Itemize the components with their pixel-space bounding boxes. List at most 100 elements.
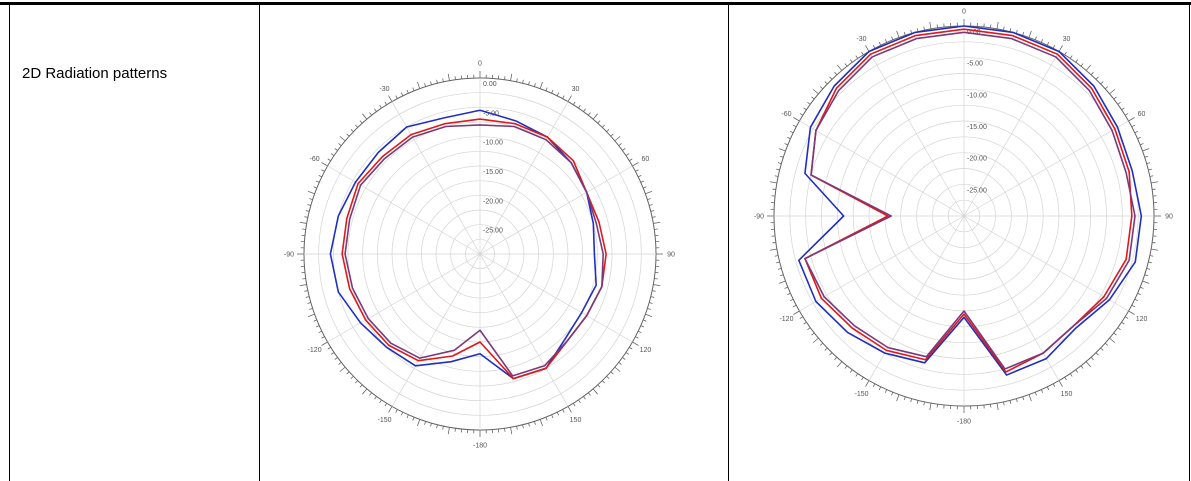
angle-tick (645, 314, 652, 316)
radial-label: -10.00 (967, 92, 987, 99)
angle-tick (1059, 381, 1063, 387)
angle-tick (1118, 102, 1121, 104)
angle-tick (638, 331, 641, 333)
angle-tick (557, 93, 559, 96)
angle-tick (374, 396, 376, 399)
angle-tick (1129, 118, 1135, 122)
angle-tick (316, 181, 319, 182)
angle-tick (635, 170, 638, 172)
angle-tick (351, 376, 354, 378)
angle-tick (1145, 156, 1148, 157)
table-divider-2 (728, 4, 729, 481)
angle-label: 150 (1061, 391, 1073, 398)
angle-tick (340, 136, 345, 140)
angle-tick (1023, 32, 1024, 35)
angle-tick (1076, 370, 1078, 373)
angle-tick (645, 191, 652, 193)
angle-tick (1114, 97, 1117, 99)
angle-tick (619, 143, 622, 145)
angle-tick (652, 291, 655, 292)
angle-tick (304, 291, 307, 292)
angle-tick (300, 285, 307, 286)
angle-tick (643, 187, 646, 188)
angle-tick (529, 81, 530, 84)
angle-tick (790, 131, 793, 133)
angle-tick (812, 333, 815, 335)
angle-tick (911, 30, 912, 33)
angle-tick (331, 352, 334, 354)
angle-tick (1110, 338, 1115, 342)
angle-tick (534, 421, 535, 424)
angle-tick (523, 425, 524, 428)
angle-tick (1070, 374, 1072, 377)
angle-tick (322, 337, 325, 339)
angle-tick (1091, 72, 1093, 75)
angle-tick (362, 114, 366, 119)
angle-tick (1140, 287, 1143, 288)
angle-tick (1096, 353, 1098, 356)
angle-tick (360, 385, 362, 388)
angle-tick (1035, 392, 1036, 395)
grid-spoke (392, 102, 480, 254)
angle-tick (314, 187, 317, 188)
angle-tick (785, 144, 788, 145)
angle-tick (651, 297, 654, 298)
angle-tick (340, 367, 345, 371)
angle-tick (588, 113, 590, 116)
angle-tick (385, 403, 387, 406)
angle-tick (924, 27, 925, 30)
angle-tick (804, 322, 807, 324)
angle-tick (793, 125, 796, 127)
angle-tick (306, 297, 309, 298)
angle-label: 0 (478, 61, 482, 68)
angle-tick (1010, 28, 1011, 31)
angle-tick (380, 105, 382, 108)
angle-tick (1148, 169, 1151, 170)
radial-label: -20.00 (967, 156, 987, 163)
angle-label: -180 (957, 419, 971, 426)
angle-tick (775, 256, 778, 257)
angle-tick (602, 125, 604, 128)
table-divider-1 (259, 4, 260, 481)
angle-tick (812, 97, 815, 99)
angle-tick (778, 163, 781, 164)
angle-tick (335, 357, 338, 359)
angle-label: 60 (1138, 111, 1146, 118)
angle-tick (837, 362, 841, 367)
angle-tick (807, 102, 810, 104)
angle-tick (800, 113, 803, 115)
angle-tick (369, 393, 371, 396)
angle-tick (300, 222, 307, 223)
angle-tick (401, 412, 403, 415)
angle-tick (820, 87, 823, 89)
angle-tick (776, 262, 779, 263)
angle-tick (1065, 52, 1067, 55)
angle-tick (1143, 149, 1150, 151)
angle-tick (360, 121, 362, 124)
angle-tick (546, 88, 547, 91)
angle-label: 90 (667, 252, 675, 259)
grid-spoke (328, 254, 480, 342)
angle-tick (1147, 268, 1150, 269)
angle-tick (443, 426, 444, 429)
angle-tick (615, 136, 620, 140)
angle-tick (611, 372, 614, 374)
angle-tick (389, 96, 393, 102)
angle-tick (779, 281, 786, 283)
angle-tick (825, 82, 828, 84)
angle-tick (1035, 37, 1036, 40)
angle-tick (380, 400, 382, 403)
angle-tick (879, 387, 881, 390)
radial-label: -15.00 (967, 124, 987, 131)
angle-label: -120 (308, 347, 322, 354)
angle-tick (401, 93, 403, 96)
angle-tick (897, 395, 899, 402)
angle-label: 30 (1063, 36, 1071, 43)
angle-tick (626, 154, 629, 156)
grid-spoke (480, 254, 632, 342)
angle-tick (396, 409, 398, 412)
angle-tick (425, 421, 426, 424)
angle-tick (885, 390, 886, 393)
angle-tick (331, 154, 334, 156)
